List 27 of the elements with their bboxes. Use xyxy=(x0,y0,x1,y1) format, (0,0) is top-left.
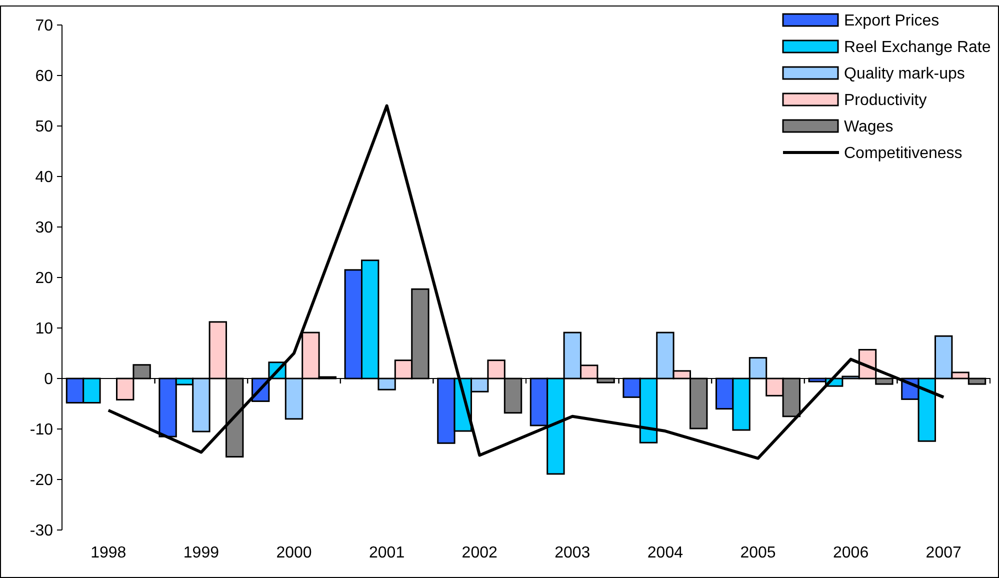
y-tick-label: 60 xyxy=(35,68,54,86)
legend-label: Quality mark-ups xyxy=(844,66,965,83)
x-tick-label: 1999 xyxy=(183,544,220,562)
x-tick-label: 2006 xyxy=(833,544,869,562)
y-tick-label: 0 xyxy=(44,371,54,388)
y-tick-label: -10 xyxy=(30,422,54,439)
y-tick-label: 10 xyxy=(35,320,54,338)
legend-label: Wages xyxy=(844,118,894,136)
y-tick-label: 20 xyxy=(35,270,54,288)
y-tick-label: 50 xyxy=(35,118,54,136)
legend-label: Productivity xyxy=(844,92,927,110)
x-tick-label: 2005 xyxy=(740,544,776,562)
x-tick-label: 2007 xyxy=(926,544,962,562)
x-tick-label: 1998 xyxy=(90,544,126,562)
legend-label: Export Prices xyxy=(844,12,940,30)
legend-label: Competitiveness xyxy=(844,145,962,162)
legend-label: Reel Exchange Rate xyxy=(844,39,991,56)
y-tick-label: -20 xyxy=(30,472,54,490)
x-tick-label: 2001 xyxy=(369,544,405,562)
x-tick-label: 2000 xyxy=(276,544,312,562)
y-tick-label: 70 xyxy=(35,18,54,35)
x-tick-label: 2002 xyxy=(462,544,498,562)
y-tick-label: 30 xyxy=(35,220,54,237)
y-tick-label: -30 xyxy=(30,522,54,540)
x-tick-label: 2003 xyxy=(554,544,590,562)
x-tick-label: 2004 xyxy=(647,544,684,562)
y-tick-label: 40 xyxy=(35,169,54,186)
